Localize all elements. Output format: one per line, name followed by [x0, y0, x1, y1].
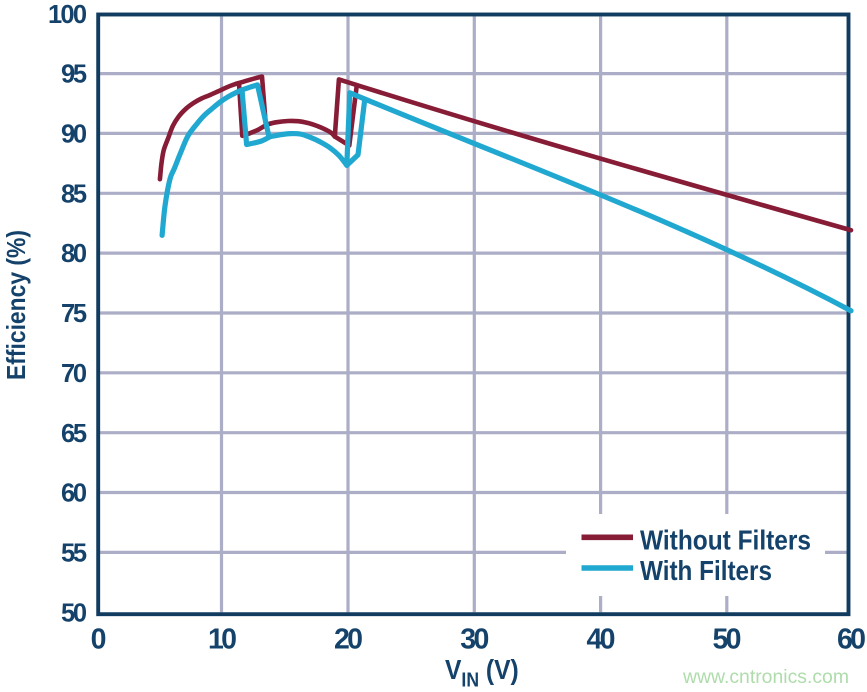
svg-text:75: 75	[61, 300, 87, 328]
svg-text:65: 65	[61, 420, 87, 448]
svg-text:Efficiency (%): Efficiency (%)	[1, 230, 31, 380]
svg-text:80: 80	[61, 240, 87, 268]
svg-text:85: 85	[61, 180, 87, 208]
svg-text:VIN (V): VIN (V)	[445, 654, 519, 691]
svg-text:20: 20	[334, 623, 363, 655]
svg-text:95: 95	[61, 61, 87, 89]
svg-text:60: 60	[61, 480, 87, 508]
svg-text:www.cntronics.com: www.cntronics.com	[682, 666, 849, 688]
svg-text:Without Filters: Without Filters	[640, 525, 811, 556]
svg-text:10: 10	[208, 623, 237, 655]
svg-text:100: 100	[48, 1, 87, 29]
svg-text:30: 30	[460, 623, 489, 655]
svg-text:50: 50	[713, 623, 742, 655]
svg-text:55: 55	[61, 540, 87, 568]
svg-text:70: 70	[61, 360, 87, 388]
svg-text:With Filters: With Filters	[640, 555, 772, 586]
svg-text:60: 60	[837, 623, 866, 655]
svg-text:40: 40	[587, 623, 616, 655]
svg-text:90: 90	[61, 121, 87, 149]
svg-text:50: 50	[61, 599, 87, 627]
svg-text:0: 0	[91, 623, 107, 655]
